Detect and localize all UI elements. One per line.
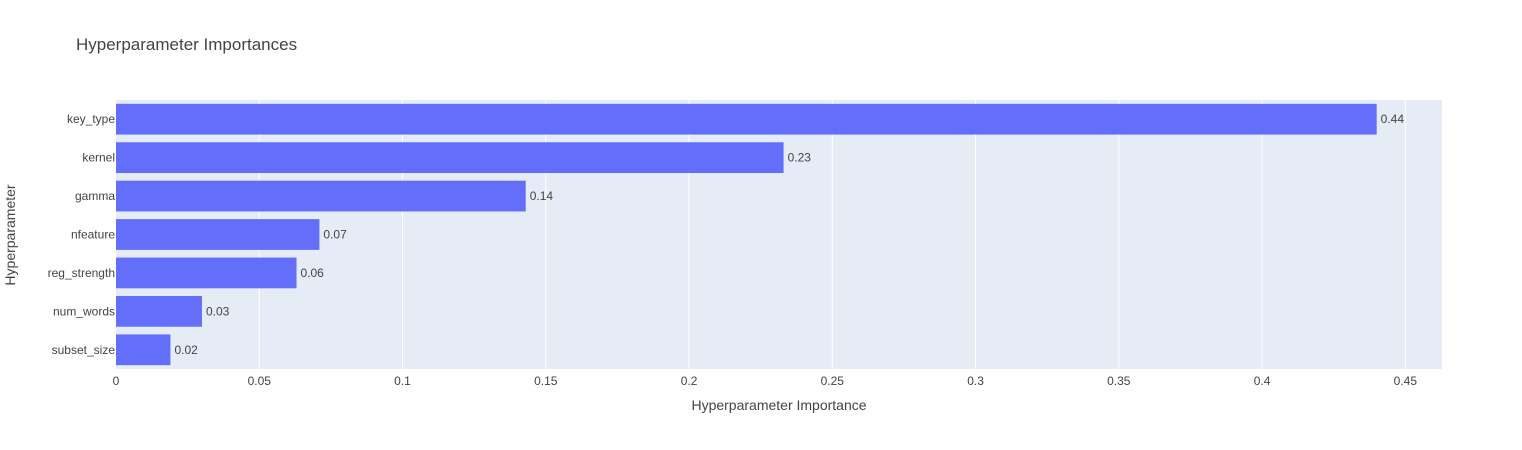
x-tick-label: 0.15 <box>534 374 558 388</box>
bar-value-label: 0.02 <box>174 343 198 357</box>
y-axis-title: Hyperparameter <box>2 184 18 285</box>
bars <box>116 103 1377 366</box>
y-tick-label: nfeature <box>71 228 115 242</box>
y-tick-label: num_words <box>53 304 115 318</box>
x-axis-tick-labels: 0 0.05 0.1 0.15 0.2 0.25 0.3 0.35 0.4 0.45 <box>113 374 1418 388</box>
bar-value-label: 0.03 <box>206 304 230 318</box>
bar-value-label: 0.44 <box>1381 112 1405 126</box>
bar-value-label: 0.23 <box>788 151 812 165</box>
bar-reg_strength <box>116 257 297 289</box>
bar-num_words <box>116 295 202 327</box>
y-tick-label: key_type <box>67 112 115 126</box>
bar-subset_size <box>116 334 171 366</box>
bar-value-label: 0.06 <box>301 266 325 280</box>
x-tick-label: 0.3 <box>967 374 984 388</box>
y-tick-label: kernel <box>82 151 115 165</box>
y-tick-label: subset_size <box>52 343 116 357</box>
x-tick-label: 0.1 <box>394 374 411 388</box>
y-tick-label: gamma <box>75 189 115 203</box>
x-tick-label: 0.4 <box>1254 374 1271 388</box>
x-tick-label: 0.05 <box>248 374 272 388</box>
x-tick-label: 0 <box>113 374 120 388</box>
bar-nfeature <box>116 219 320 250</box>
x-tick-label: 0.45 <box>1394 374 1418 388</box>
chart-title: Hyperparameter Importances <box>76 35 297 54</box>
bar-kernel <box>116 142 784 174</box>
bar-value-label: 0.14 <box>530 189 554 203</box>
x-tick-label: 0.35 <box>1107 374 1131 388</box>
bar-key_type <box>116 103 1377 135</box>
bar-value-label: 0.07 <box>323 228 347 242</box>
y-tick-label: reg_strength <box>48 266 115 280</box>
x-axis-title: Hyperparameter Importance <box>691 397 866 413</box>
bar-gamma <box>116 180 526 212</box>
x-tick-label: 0.25 <box>821 374 845 388</box>
x-tick-label: 0.2 <box>681 374 698 388</box>
bar-value-labels: 0.44 0.23 0.14 0.07 0.06 0.03 0.02 <box>174 112 1404 357</box>
